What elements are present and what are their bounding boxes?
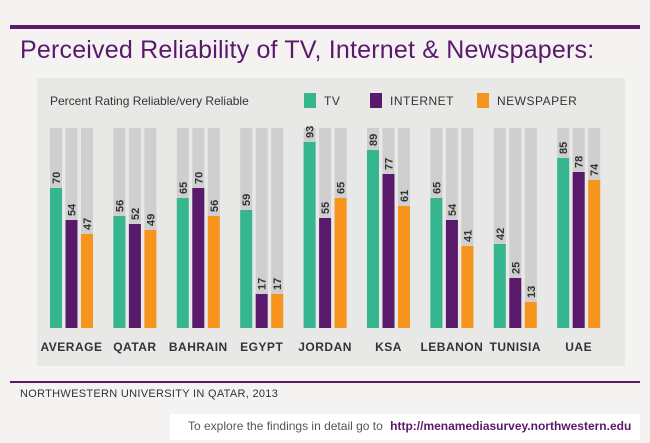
bar-tv — [303, 142, 316, 328]
bar-newspaper — [524, 302, 537, 328]
data-label-internet: 17 — [257, 278, 269, 290]
explore-line: To explore the findings in detail go to … — [188, 419, 631, 433]
bar-tv — [430, 198, 443, 328]
category-label: KSA — [375, 340, 402, 354]
category-label: TUNISIA — [490, 340, 542, 354]
bar-internet — [382, 174, 395, 328]
data-label-newspaper: 65 — [336, 182, 348, 194]
bar-tv — [176, 198, 189, 328]
data-label-tv: 56 — [114, 200, 126, 212]
legend-label-newspaper: NEWSPAPER — [497, 94, 577, 108]
page-title: Perceived Reliability of TV, Internet & … — [20, 36, 595, 64]
data-label-tv: 70 — [51, 172, 63, 184]
chart-panel: Percent Rating Reliable/very Reliable TV I… — [37, 78, 625, 366]
legend-swatch-newspaper — [477, 93, 489, 108]
data-label-tv: 65 — [178, 182, 190, 194]
data-label-newspaper: 13 — [526, 286, 538, 298]
category-label: EGYPT — [240, 340, 283, 354]
data-label-tv: 93 — [305, 126, 317, 138]
bar-newspaper — [81, 234, 93, 328]
category-label: UAE — [565, 340, 592, 354]
legend-label-internet: INTERNET — [390, 94, 454, 108]
data-label-internet: 54 — [447, 203, 459, 216]
bar-tv — [113, 216, 126, 328]
data-label-internet: 25 — [510, 262, 522, 274]
bar-internet — [572, 172, 585, 328]
legend-swatch-tv — [304, 93, 316, 108]
bar-newspaper — [398, 206, 410, 328]
bar-newspaper — [588, 180, 601, 328]
bar-internet — [128, 224, 141, 328]
data-label-newspaper: 41 — [462, 230, 474, 242]
footer-rule — [10, 381, 640, 383]
bar-track — [255, 128, 268, 328]
bar-chart: Percent Rating Reliable/very Reliable TV I… — [41, 93, 601, 354]
category-label: QATAR — [113, 340, 156, 354]
data-label-internet: 54 — [67, 203, 79, 216]
data-label-internet: 70 — [193, 172, 205, 184]
bar-internet — [192, 188, 205, 328]
bar-track — [271, 128, 284, 328]
data-label-internet: 52 — [130, 208, 142, 220]
data-label-tv: 59 — [241, 194, 253, 206]
data-label-newspaper: 61 — [399, 190, 411, 202]
data-label-internet: 55 — [320, 202, 332, 214]
legend-swatch-internet — [370, 93, 382, 108]
data-label-tv: 65 — [431, 182, 443, 194]
data-label-newspaper: 49 — [145, 214, 157, 226]
explore-link[interactable]: http://menamediasurvey.northwestern.edu — [390, 419, 632, 433]
bar-tv — [50, 188, 62, 328]
category-label: LEBANON — [420, 340, 483, 354]
data-label-tv: 89 — [368, 134, 380, 146]
chart-subtitle: Percent Rating Reliable/very Reliable — [50, 94, 249, 108]
source-credit: NORTHWESTERN UNIVERSITY IN QATAR, 2013 — [20, 388, 279, 400]
legend-label-tv: TV — [324, 94, 340, 108]
data-label-tv: 42 — [495, 228, 507, 240]
bar-tv — [557, 158, 570, 328]
bar-newspaper — [461, 246, 474, 328]
bar-internet — [445, 220, 458, 328]
data-label-newspaper: 56 — [209, 200, 221, 212]
bar-tv — [493, 244, 506, 328]
bar-track — [524, 128, 537, 328]
data-label-internet: 77 — [384, 158, 396, 170]
bar-tv — [367, 150, 379, 328]
bar-newspaper — [334, 198, 347, 328]
bar-internet — [255, 294, 268, 328]
bar-internet — [509, 278, 522, 328]
explore-bar — [170, 414, 640, 440]
data-label-newspaper: 74 — [589, 163, 601, 176]
category-label: AVERAGE — [41, 340, 103, 354]
category-label: JORDAN — [298, 340, 352, 354]
bar-internet — [319, 218, 332, 328]
top-rule — [10, 25, 640, 29]
bar-newspaper — [144, 230, 157, 328]
data-label-newspaper: 47 — [82, 218, 94, 230]
data-label-tv: 85 — [558, 142, 570, 154]
category-label: BAHRAIN — [169, 340, 228, 354]
bar-newspaper — [271, 294, 284, 328]
bar-tv — [240, 210, 253, 328]
data-label-internet: 78 — [574, 156, 586, 168]
bar-newspaper — [207, 216, 220, 328]
bar-internet — [65, 220, 78, 328]
explore-text: To explore the findings in detail go to — [188, 419, 383, 433]
data-label-newspaper: 17 — [272, 278, 284, 290]
